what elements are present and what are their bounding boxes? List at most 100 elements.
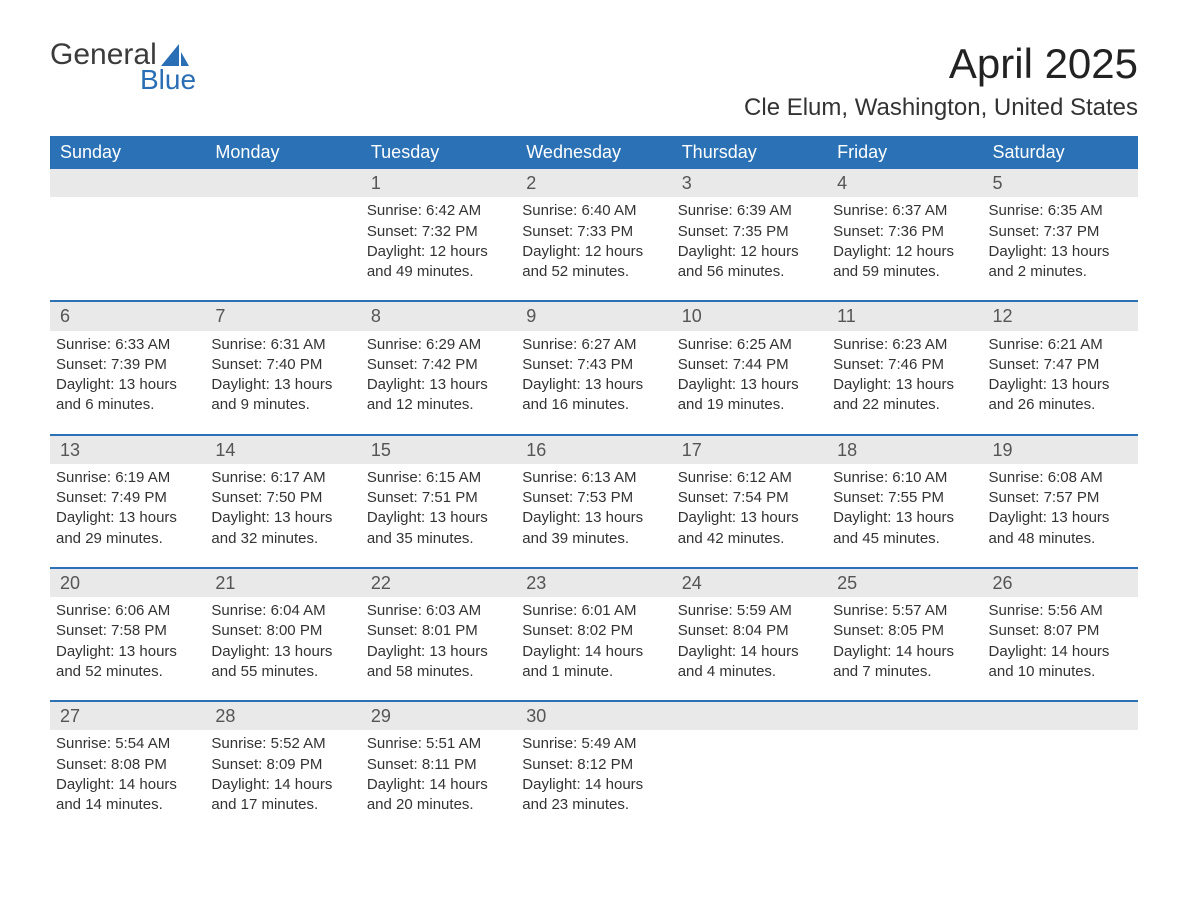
day-number-cell: 13 [50,436,205,464]
day-number-cell: 2 [516,169,671,197]
sunset-text: Sunset: 8:05 PM [833,621,976,641]
sunset-text: Sunset: 7:58 PM [56,621,199,641]
sail-icon [161,44,189,66]
weekday-header: Thursday [672,136,827,169]
sunset-text: Sunset: 8:02 PM [522,621,665,641]
day-data-cell: Sunrise: 6:37 AMSunset: 7:36 PMDaylight:… [827,197,982,300]
sunset-text: Sunset: 7:55 PM [833,488,976,508]
sunrise-text: Sunrise: 5:52 AM [211,734,354,754]
day-number-cell: 8 [361,302,516,330]
sunset-text: Sunset: 7:33 PM [522,222,665,242]
sunrise-text: Sunrise: 6:17 AM [211,468,354,488]
weekday-header-row: Sunday Monday Tuesday Wednesday Thursday… [50,136,1138,169]
day-number-cell: 15 [361,436,516,464]
sunrise-text: Sunrise: 6:42 AM [367,201,510,221]
sunrise-text: Sunrise: 6:25 AM [678,335,821,355]
sunrise-text: Sunrise: 6:40 AM [522,201,665,221]
day-number-cell: 28 [205,702,360,730]
sunrise-text: Sunrise: 6:33 AM [56,335,199,355]
day-data-cell [827,730,982,833]
sunrise-text: Sunrise: 5:49 AM [522,734,665,754]
sunrise-text: Sunrise: 6:19 AM [56,468,199,488]
day-data-cell: Sunrise: 6:35 AMSunset: 7:37 PMDaylight:… [983,197,1138,300]
day-number-row: 6789101112 [50,302,1138,330]
day-data-cell: Sunrise: 5:49 AMSunset: 8:12 PMDaylight:… [516,730,671,833]
sunrise-text: Sunrise: 6:06 AM [56,601,199,621]
sunrise-text: Sunrise: 6:27 AM [522,335,665,355]
day-number-row: 20212223242526 [50,569,1138,597]
day-number-cell: 22 [361,569,516,597]
day-data-cell: Sunrise: 6:17 AMSunset: 7:50 PMDaylight:… [205,464,360,567]
day-number-cell: 21 [205,569,360,597]
sunset-text: Sunset: 7:32 PM [367,222,510,242]
sunset-text: Sunset: 7:44 PM [678,355,821,375]
day-data-cell: Sunrise: 6:10 AMSunset: 7:55 PMDaylight:… [827,464,982,567]
day-number-cell [205,169,360,197]
day-number-cell [983,702,1138,730]
daylight-text: Daylight: 13 hours and 32 minutes. [211,508,354,549]
daylight-text: Daylight: 14 hours and 17 minutes. [211,775,354,816]
daylight-text: Daylight: 13 hours and 9 minutes. [211,375,354,416]
day-data-cell [205,197,360,300]
daylight-text: Daylight: 14 hours and 10 minutes. [989,642,1132,683]
daylight-text: Daylight: 13 hours and 58 minutes. [367,642,510,683]
day-data-cell: Sunrise: 6:21 AMSunset: 7:47 PMDaylight:… [983,331,1138,434]
day-data-cell: Sunrise: 6:06 AMSunset: 7:58 PMDaylight:… [50,597,205,700]
sunrise-text: Sunrise: 6:23 AM [833,335,976,355]
title-block: April 2025 Cle Elum, Washington, United … [744,40,1138,122]
sunset-text: Sunset: 8:12 PM [522,755,665,775]
daylight-text: Daylight: 12 hours and 49 minutes. [367,242,510,283]
calendar-table: Sunday Monday Tuesday Wednesday Thursday… [50,136,1138,833]
day-number-cell: 11 [827,302,982,330]
day-data-cell [50,197,205,300]
day-data-cell: Sunrise: 6:39 AMSunset: 7:35 PMDaylight:… [672,197,827,300]
day-number-cell: 18 [827,436,982,464]
day-data-row: Sunrise: 6:06 AMSunset: 7:58 PMDaylight:… [50,597,1138,700]
page-header: General Blue April 2025 Cle Elum, Washin… [50,40,1138,122]
day-number-row: 13141516171819 [50,436,1138,464]
day-number-cell: 3 [672,169,827,197]
weekday-header: Monday [205,136,360,169]
sunset-text: Sunset: 8:11 PM [367,755,510,775]
sunset-text: Sunset: 7:42 PM [367,355,510,375]
daylight-text: Daylight: 13 hours and 39 minutes. [522,508,665,549]
day-data-cell: Sunrise: 5:56 AMSunset: 8:07 PMDaylight:… [983,597,1138,700]
sunrise-text: Sunrise: 6:10 AM [833,468,976,488]
day-data-cell: Sunrise: 6:40 AMSunset: 7:33 PMDaylight:… [516,197,671,300]
daylight-text: Daylight: 13 hours and 42 minutes. [678,508,821,549]
sunrise-text: Sunrise: 6:04 AM [211,601,354,621]
day-number-cell [672,702,827,730]
daylight-text: Daylight: 13 hours and 2 minutes. [989,242,1132,283]
brand-logo: General Blue [50,40,196,94]
day-number-cell: 26 [983,569,1138,597]
sunrise-text: Sunrise: 5:51 AM [367,734,510,754]
day-number-cell: 9 [516,302,671,330]
daylight-text: Daylight: 13 hours and 52 minutes. [56,642,199,683]
day-data-cell: Sunrise: 5:54 AMSunset: 8:08 PMDaylight:… [50,730,205,833]
day-number-cell: 19 [983,436,1138,464]
day-data-cell: Sunrise: 6:03 AMSunset: 8:01 PMDaylight:… [361,597,516,700]
month-title: April 2025 [744,40,1138,88]
day-number-cell: 23 [516,569,671,597]
daylight-text: Daylight: 12 hours and 56 minutes. [678,242,821,283]
sunset-text: Sunset: 7:37 PM [989,222,1132,242]
sunrise-text: Sunrise: 6:31 AM [211,335,354,355]
day-data-row: Sunrise: 6:42 AMSunset: 7:32 PMDaylight:… [50,197,1138,300]
sunrise-text: Sunrise: 6:29 AM [367,335,510,355]
day-data-cell: Sunrise: 6:31 AMSunset: 7:40 PMDaylight:… [205,331,360,434]
sunset-text: Sunset: 8:07 PM [989,621,1132,641]
weekday-header: Wednesday [516,136,671,169]
day-number-cell: 25 [827,569,982,597]
day-data-cell: Sunrise: 6:23 AMSunset: 7:46 PMDaylight:… [827,331,982,434]
sunrise-text: Sunrise: 5:59 AM [678,601,821,621]
logo-text-blue: Blue [140,66,196,94]
daylight-text: Daylight: 13 hours and 55 minutes. [211,642,354,683]
sunset-text: Sunset: 8:00 PM [211,621,354,641]
sunset-text: Sunset: 7:36 PM [833,222,976,242]
sunrise-text: Sunrise: 5:57 AM [833,601,976,621]
weekday-header: Tuesday [361,136,516,169]
sunrise-text: Sunrise: 6:35 AM [989,201,1132,221]
daylight-text: Daylight: 13 hours and 29 minutes. [56,508,199,549]
day-data-cell: Sunrise: 6:42 AMSunset: 7:32 PMDaylight:… [361,197,516,300]
sunrise-text: Sunrise: 6:39 AM [678,201,821,221]
